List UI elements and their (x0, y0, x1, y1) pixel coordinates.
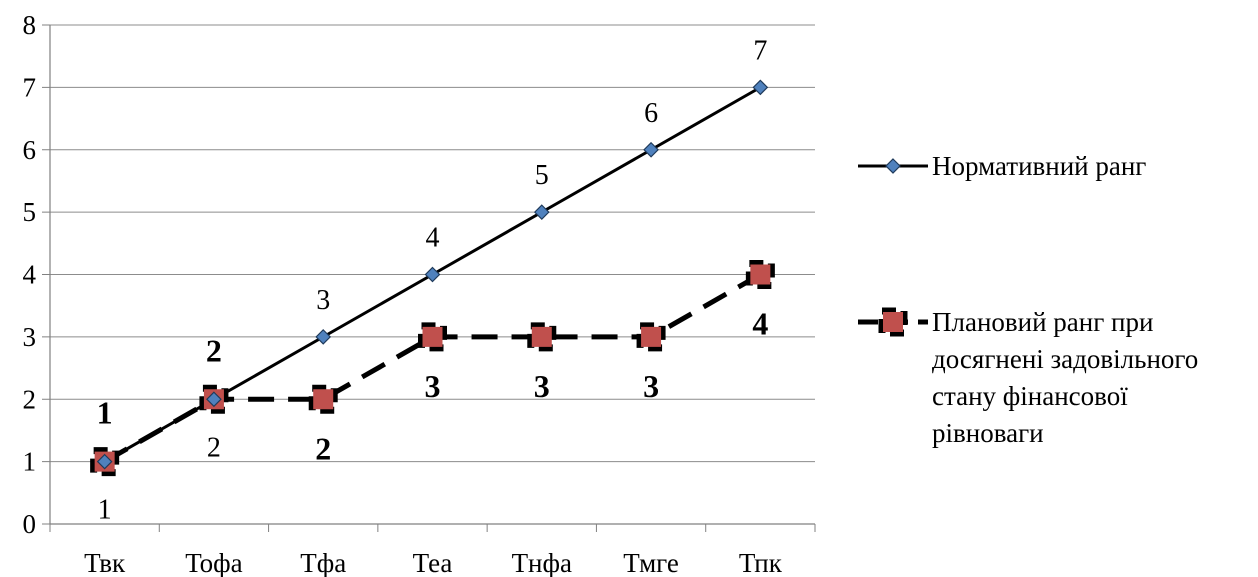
normative-marker (643, 141, 659, 158)
planned-marker (308, 384, 338, 414)
y-tick-label: 4 (23, 260, 37, 290)
normative-marker (752, 79, 769, 96)
normative-marker (206, 391, 222, 408)
marker-outline (878, 307, 908, 337)
y-tick-label: 2 (23, 384, 37, 414)
marker-fill (422, 326, 443, 347)
marker-fill (531, 326, 552, 347)
planned-marker (878, 307, 908, 337)
normative-marker (315, 329, 332, 345)
planned-data-label: 3 (534, 368, 550, 404)
y-tick-labels: 0 1 2 3 4 5 6 7 8 (23, 10, 37, 539)
normative-data-label: 3 (316, 285, 330, 316)
y-tick-label: 3 (23, 322, 37, 352)
planned-marker (418, 322, 447, 352)
y-tick-label: 8 (23, 10, 37, 40)
y-tick-label: 6 (23, 135, 37, 165)
data-labels: 1 2 3 4 5 6 7 1 2 2 3 3 3 4 (97, 35, 769, 525)
normative-marker (885, 158, 901, 174)
planned-data-label: 1 (97, 395, 113, 431)
planned-data-label: 3 (425, 368, 441, 404)
normative-marker (96, 453, 113, 470)
marker-fill (750, 264, 771, 285)
marker-outline (308, 384, 338, 414)
x-tick-label: Тофа (185, 548, 242, 577)
marker-fill (313, 389, 334, 410)
x-tick-label: Теа (413, 548, 453, 577)
y-tick-label: 5 (23, 197, 37, 227)
y-tick-label: 1 (23, 447, 37, 477)
legend-label-planned: Плановий ранг при досягнені задовільного с… (932, 307, 1198, 448)
marker-outline (90, 447, 120, 477)
x-tick-label: Тфа (300, 548, 346, 577)
legend-label-line: Плановий ранг при (932, 307, 1153, 337)
normative-data-label: 1 (98, 495, 112, 526)
y-tick-label: 7 (23, 72, 37, 102)
marker-fill (641, 326, 662, 347)
marker-outline (745, 260, 775, 289)
normative-data-label: 7 (753, 35, 767, 66)
legend-label-line: досягнені задовільного (932, 344, 1198, 374)
planned-data-label: 3 (643, 368, 659, 404)
legend: Нормативний ранг Плановий ранг при досягне… (858, 151, 1198, 448)
legend-label-line: рівноваги (932, 418, 1044, 448)
planned-marker (745, 260, 775, 289)
planned-data-label: 2 (206, 332, 222, 368)
marker-fill (883, 312, 903, 332)
legend-label-line: стану фінансової (932, 381, 1128, 411)
x-tick-label: Тмге (623, 548, 679, 577)
x-tick-label: Тпк (739, 548, 783, 577)
x-tick-label: Твк (84, 548, 126, 577)
normative-marker (533, 204, 550, 220)
legend-label-normative: Нормативний ранг (932, 151, 1146, 181)
marker-outline (418, 322, 447, 352)
planned-marker (636, 322, 666, 352)
normative-marker (424, 266, 441, 283)
planned-data-label: 2 (315, 430, 331, 466)
y-tick-label: 0 (23, 509, 37, 539)
axes (42, 24, 816, 532)
planned-marker (527, 322, 557, 352)
normative-data-label: 6 (644, 98, 658, 129)
normative-data-label: 5 (535, 160, 549, 191)
marker-outline (199, 384, 229, 414)
marker-outline (636, 322, 666, 352)
x-tick-label: Тнфа (512, 548, 572, 577)
planned-data-label: 4 (752, 306, 768, 342)
normative-data-label: 4 (426, 223, 440, 254)
x-tick-labels: Твк Тофа Тфа Теа Тнфа Тмге Тпк (84, 548, 783, 577)
series (90, 79, 775, 477)
normative-data-label: 2 (207, 432, 221, 463)
marker-outline (527, 322, 557, 352)
